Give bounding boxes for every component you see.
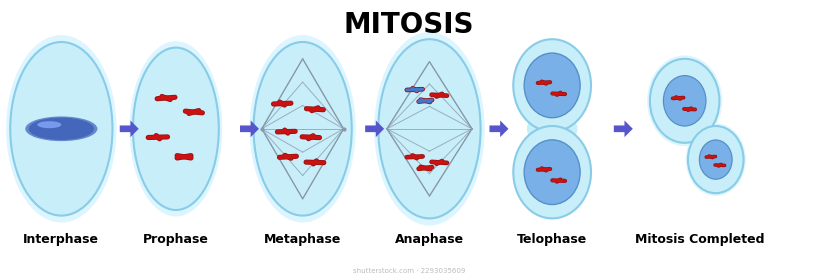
Text: Prophase: Prophase — [143, 234, 209, 246]
Ellipse shape — [375, 32, 485, 226]
Ellipse shape — [514, 39, 591, 132]
Ellipse shape — [524, 140, 580, 204]
Text: Mitosis Completed: Mitosis Completed — [635, 234, 764, 246]
Text: Metaphase: Metaphase — [264, 234, 341, 246]
Ellipse shape — [649, 59, 720, 143]
Text: Telophase: Telophase — [517, 234, 587, 246]
Ellipse shape — [514, 126, 591, 218]
Ellipse shape — [133, 48, 219, 210]
Ellipse shape — [38, 121, 61, 128]
Ellipse shape — [249, 35, 356, 223]
Ellipse shape — [699, 140, 732, 179]
Ellipse shape — [524, 53, 580, 118]
Text: Interphase: Interphase — [24, 234, 99, 246]
Ellipse shape — [688, 126, 744, 193]
Ellipse shape — [10, 42, 112, 216]
Ellipse shape — [6, 35, 116, 223]
Ellipse shape — [685, 123, 746, 196]
Ellipse shape — [379, 39, 481, 218]
Ellipse shape — [25, 116, 97, 141]
Ellipse shape — [663, 76, 706, 126]
Text: Anaphase: Anaphase — [395, 234, 464, 246]
Ellipse shape — [647, 55, 722, 146]
Ellipse shape — [129, 41, 222, 216]
Text: shutterstock.com · 2293035609: shutterstock.com · 2293035609 — [353, 269, 465, 274]
Ellipse shape — [527, 111, 578, 147]
Ellipse shape — [254, 42, 352, 216]
Text: MITOSIS: MITOSIS — [344, 11, 474, 39]
Ellipse shape — [29, 118, 94, 140]
